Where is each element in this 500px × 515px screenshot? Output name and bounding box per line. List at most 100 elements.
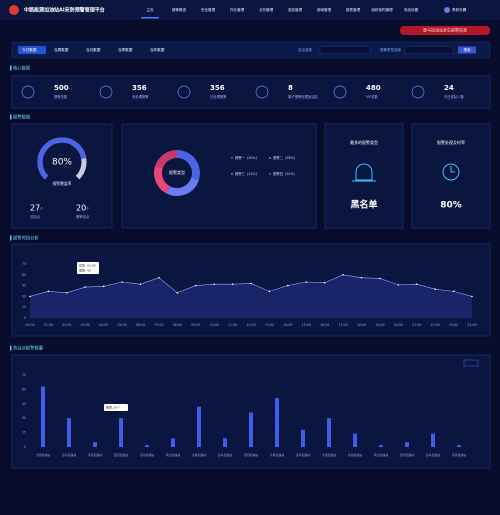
nav-item[interactable]: 报表管理 — [346, 7, 361, 12]
line-point — [342, 274, 344, 276]
x-tick-label: 西河加油站 — [244, 453, 258, 457]
bar — [353, 433, 357, 447]
nav-item[interactable]: 业务管理 — [259, 7, 274, 12]
bar — [275, 398, 279, 447]
core-value: 480 — [366, 84, 381, 92]
nav-item[interactable]: 巡检管理 — [288, 7, 303, 12]
x-tick-label: 蓝马加油站 — [426, 453, 440, 457]
nav-item[interactable]: 部域管理 — [317, 7, 332, 12]
tooltip-text: 报警: 43 — [79, 268, 91, 273]
pager[interactable] — [463, 359, 479, 367]
period-button[interactable]: 当周数据 — [54, 47, 69, 52]
x-tick-label: 13:00 — [265, 323, 274, 327]
x-tick-label: 东风加油站 — [270, 453, 284, 457]
x-tick-label: 北城加油站 — [348, 453, 362, 457]
x-tick-label: 14:00 — [283, 323, 292, 327]
line-point — [213, 283, 215, 285]
tooltip-text: 时段: 03:00 — [79, 263, 96, 268]
bar — [327, 418, 331, 447]
y-tick-label: 75 — [22, 262, 26, 266]
panel — [11, 243, 491, 337]
nav-item[interactable]: 组织架构管理 — [371, 7, 393, 12]
nav-item[interactable]: 主页 — [146, 7, 154, 12]
nav-item[interactable]: 作业管理 — [230, 7, 245, 12]
total-value: 27 — [30, 204, 40, 213]
rate-icon — [442, 163, 460, 181]
x-tick-label: 24:00 — [467, 323, 476, 327]
core-icon — [177, 85, 191, 99]
gauge-arc — [37, 137, 87, 180]
donut-center: 报警类型 — [169, 169, 185, 175]
nav-item[interactable]: 系统设置 — [404, 7, 419, 12]
bar — [197, 406, 201, 447]
x-tick-label: 10:00 — [210, 323, 219, 327]
bar — [145, 445, 149, 447]
search-button[interactable] — [458, 46, 476, 54]
section-marker — [10, 65, 12, 71]
x-tick-label: 19:00 — [375, 323, 384, 327]
header-bar — [0, 0, 500, 20]
period-button[interactable]: 当月数据 — [86, 47, 101, 52]
bar — [171, 438, 175, 447]
user-name: 李欣天蝎 — [452, 7, 467, 12]
core-label: VIP总数 — [366, 94, 379, 99]
most-value: 黑名单 — [350, 199, 377, 211]
nav-item[interactable]: 报警概述 — [172, 7, 187, 12]
x-tick-label: 00:00 — [25, 323, 34, 327]
x-tick-label: 西河加油站 — [114, 453, 128, 457]
y-tick-label: 30 — [22, 416, 26, 420]
section-title: 核心数据 — [13, 65, 31, 72]
core-value: 24 — [444, 84, 454, 92]
app-title: 中路能源加油站AI安防预警管理平台 — [24, 7, 105, 14]
period-button[interactable]: 当年数据 — [150, 47, 165, 52]
x-tick-label: 20:00 — [394, 323, 403, 327]
line-point — [268, 290, 271, 293]
bar — [431, 433, 435, 447]
y-tick-label: 15 — [22, 431, 26, 435]
type-select[interactable] — [404, 46, 454, 54]
x-tick-label: 东风加油站 — [452, 453, 466, 457]
alert-banner[interactable] — [400, 26, 490, 35]
legend-swatch — [269, 157, 271, 159]
x-tick-label: 西河加油站 — [400, 453, 414, 457]
tooltip — [104, 404, 128, 411]
x-tick-label: 22:00 — [431, 323, 440, 327]
donut-segment — [176, 150, 200, 181]
line-point — [434, 288, 436, 291]
core-icon — [99, 85, 113, 99]
x-tick-label: 东风加油站 — [88, 453, 102, 457]
donut-segment — [165, 177, 199, 196]
line-point — [102, 285, 105, 288]
core-value: 356 — [210, 84, 225, 92]
nav-item[interactable]: 安全管理 — [201, 7, 216, 12]
line-point — [287, 284, 289, 287]
search-text[interactable]: 搜索 — [464, 47, 472, 52]
period-button[interactable]: 今日数据 — [22, 47, 37, 52]
x-tick-label: 蓝马加油站 — [140, 453, 154, 457]
type-label: 报警类型选择 — [380, 47, 401, 52]
line-point — [121, 281, 123, 283]
core-value: 356 — [132, 84, 147, 92]
x-tick-label: 03:00 — [81, 323, 90, 327]
x-tick-label: 23:00 — [449, 323, 458, 327]
donut-segment — [154, 165, 171, 194]
x-tick-label: 01:00 — [44, 323, 53, 327]
tooltip — [77, 262, 99, 274]
line-point — [84, 286, 87, 288]
x-tick-label: 15:00 — [302, 323, 311, 327]
x-tick-label: 南山加油站 — [166, 453, 180, 457]
line-point — [250, 282, 252, 285]
core-value: 8 — [288, 84, 293, 92]
period-button[interactable]: 当季数据 — [118, 47, 133, 52]
legend-value: (28%) — [285, 156, 295, 160]
period-active[interactable] — [18, 46, 46, 54]
legend-swatch — [231, 173, 233, 175]
donut-segment — [155, 150, 178, 169]
bar — [457, 445, 461, 447]
core-label: 未处理报警 — [132, 94, 149, 99]
panel — [121, 123, 317, 229]
y-tick-label: 0 — [24, 445, 26, 449]
alert-text[interactable]: 暂马加油站发生报警信息 — [423, 27, 467, 33]
site-select[interactable] — [319, 46, 371, 54]
